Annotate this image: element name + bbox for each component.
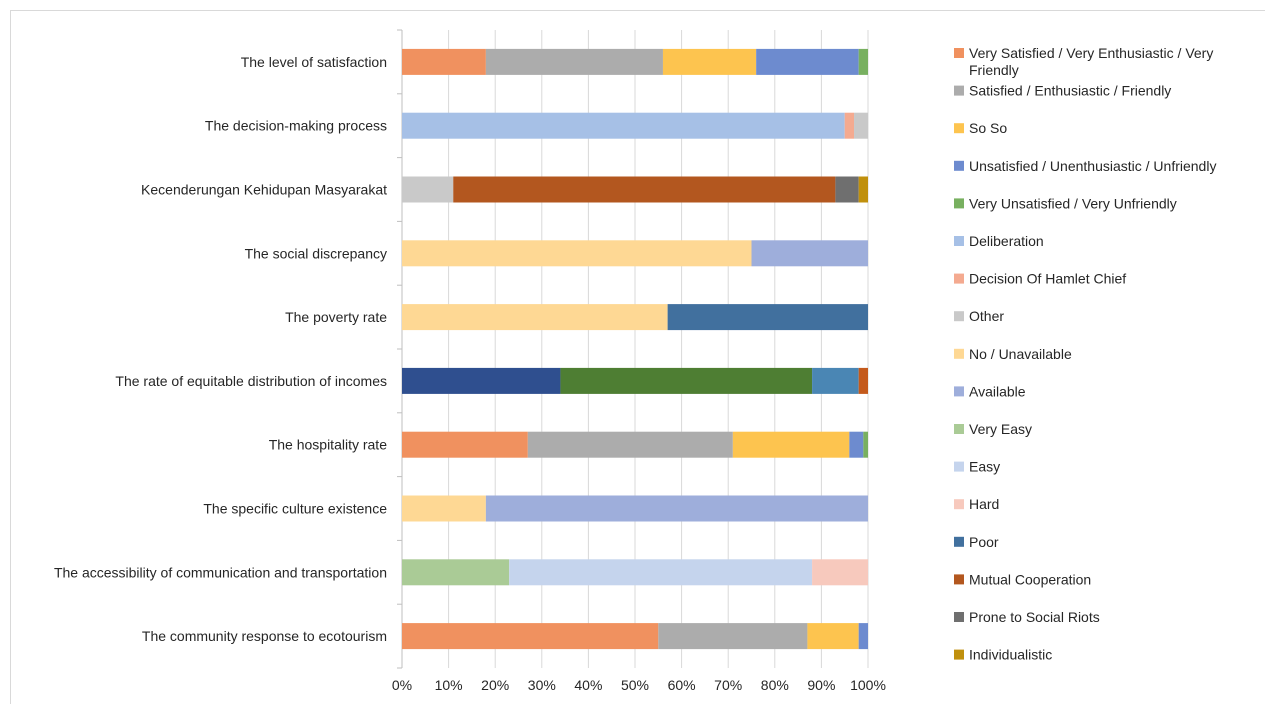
legend-label: Other — [969, 308, 1004, 324]
legend-label: Mutual Cooperation — [969, 571, 1091, 587]
legend-swatch — [954, 574, 964, 585]
category-label: Kecenderungan Kehidupan Masyarakat — [141, 182, 387, 198]
legend-label: No / Unavailable — [969, 346, 1072, 362]
x-tick-label: 10% — [435, 677, 463, 693]
bar-segment — [858, 48, 868, 75]
category-label: The poverty rate — [285, 309, 387, 325]
bar-segment — [667, 304, 868, 331]
x-tick-label: 50% — [621, 677, 649, 693]
category-label: The rate of equitable distribution of in… — [115, 373, 387, 389]
legend-label: Very Unsatisfied / Very Unfriendly — [969, 195, 1177, 211]
bar-segment — [402, 367, 561, 394]
bar-segment — [402, 559, 510, 586]
bars — [402, 48, 868, 650]
category-label: The specific culture existence — [203, 501, 387, 517]
bar-segment — [812, 559, 868, 586]
legend-swatch — [954, 461, 964, 472]
bar-segment — [485, 495, 868, 522]
bar-segment — [812, 367, 859, 394]
legend-label: Very Easy — [969, 421, 1032, 437]
bar-segment — [662, 48, 757, 75]
bar-segment — [527, 431, 733, 458]
legend-swatch — [954, 424, 964, 434]
bar-segment — [453, 176, 836, 203]
legend-swatch — [954, 348, 964, 359]
category-label: The decision-making process — [205, 118, 387, 134]
bar-segment — [849, 431, 864, 458]
legend-label: Available — [969, 383, 1026, 399]
bar-segment — [732, 431, 850, 458]
bar-segment — [807, 623, 859, 650]
x-tick-label: 0% — [392, 677, 412, 693]
x-tick-label: 20% — [481, 677, 509, 693]
legend-label: Hard — [969, 496, 999, 512]
category-label: The community response to ecotourism — [142, 628, 387, 644]
legend-label: Poor — [969, 534, 999, 550]
legend-swatch — [954, 273, 964, 284]
legend-label: Unsatisfied / Unenthusiastic / Unfriendl… — [969, 158, 1216, 174]
legend-swatch — [954, 386, 964, 397]
category-axis — [397, 29, 403, 669]
bar-segment — [756, 48, 859, 75]
legend-label: Prone to Social Riots — [969, 609, 1100, 625]
bar-segment — [844, 112, 855, 139]
x-tick-label: 100% — [850, 677, 886, 693]
category-label: The social discrepancy — [245, 245, 387, 261]
bar-segment — [402, 623, 659, 650]
legend-label: Easy — [969, 459, 1000, 475]
legend-swatch — [954, 48, 964, 58]
bar-segment — [658, 623, 808, 650]
x-tick-labels: 0% 10% 20% 30% 40% 50% 60% 70% 80% 90% 100% — [392, 677, 886, 693]
bar-segment — [560, 367, 813, 394]
bar-segment — [402, 240, 752, 267]
x-tick-label: 30% — [528, 677, 556, 693]
bar-segment — [402, 304, 668, 331]
bar-segment — [751, 240, 868, 267]
bar-segment — [509, 559, 813, 586]
x-tick-label: 90% — [807, 677, 835, 693]
chart-frame — [10, 10, 1265, 704]
bar-segment — [402, 176, 454, 203]
bar-segment — [863, 431, 868, 458]
legend-label: Very Satisfied / Very Enthusiastic / Ver… — [969, 45, 1213, 78]
category-label: The accessibility of communication and t… — [54, 564, 387, 580]
bar-segment — [402, 495, 486, 522]
legend-swatch — [954, 612, 964, 622]
legend-label: So So — [969, 120, 1007, 136]
legend-label: Decision Of Hamlet Chief — [969, 271, 1126, 287]
category-labels: The level of satisfaction The decision-ma… — [54, 54, 387, 644]
legend-swatch — [954, 536, 964, 547]
x-tick-label: 40% — [574, 677, 602, 693]
legend-swatch — [954, 649, 964, 660]
bar-segment — [402, 431, 528, 458]
legend-label: Individualistic — [969, 647, 1052, 663]
bar-segment — [485, 48, 663, 75]
bar-segment — [402, 48, 486, 75]
category-label: The level of satisfaction — [241, 54, 387, 70]
bar-segment — [402, 112, 845, 139]
x-tick-label: 70% — [714, 677, 742, 693]
legend-swatch — [954, 160, 964, 171]
legend-swatch — [954, 236, 964, 246]
bar-segment — [858, 623, 868, 650]
bar-segment — [858, 176, 868, 203]
x-tick-label: 80% — [761, 677, 789, 693]
legend-swatch — [954, 311, 964, 322]
legend-swatch — [954, 499, 964, 510]
legend-label: Deliberation — [969, 233, 1044, 249]
legend-swatch — [954, 123, 964, 134]
legend: Very Satisfied / Very Enthusiastic / Ver… — [954, 45, 1216, 663]
bar-segment — [858, 367, 868, 394]
bar-segment — [854, 112, 868, 139]
bar-segment — [835, 176, 859, 203]
legend-swatch — [954, 198, 964, 209]
x-tick-label: 60% — [668, 677, 696, 693]
category-label: The hospitality rate — [269, 437, 387, 453]
legend-label: Satisfied / Enthusiastic / Friendly — [969, 83, 1171, 99]
legend-swatch — [954, 85, 964, 96]
